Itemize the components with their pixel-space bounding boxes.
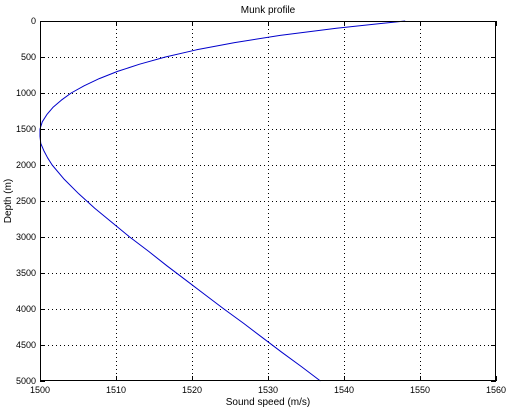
x-axis-label: Sound speed (m/s): [226, 397, 311, 408]
y-tick-label: 500: [21, 52, 36, 62]
chart-title: Munk profile: [241, 5, 296, 16]
x-tick-label: 1500: [30, 385, 50, 395]
y-axis-label: Depth (m): [3, 179, 14, 223]
tick-marks: [40, 21, 497, 382]
y-tick-label: 2500: [16, 196, 36, 206]
x-tick-label: 1530: [258, 385, 278, 395]
y-tick-label: 1500: [16, 124, 36, 134]
y-tick-label: 0: [31, 16, 36, 26]
x-tick-label: 1550: [410, 385, 430, 395]
x-tick-label: 1560: [486, 385, 506, 395]
x-tick-label: 1540: [334, 385, 354, 395]
x-tick-label: 1510: [106, 385, 126, 395]
y-tick-label: 5000: [16, 376, 36, 386]
sound-speed-curve: [39, 20, 406, 382]
y-tick-label: 2000: [16, 160, 36, 170]
series-layer: [39, 20, 406, 382]
y-tick-label: 4000: [16, 304, 36, 314]
y-tick-label: 3500: [16, 268, 36, 278]
grid-lines: [40, 21, 496, 381]
y-tick-label: 4500: [16, 340, 36, 350]
y-tick-label: 3000: [16, 232, 36, 242]
x-tick-label: 1520: [182, 385, 202, 395]
y-tick-label: 1000: [16, 88, 36, 98]
tick-labels: 1500 1510 1520 1530 1540 1550 1560 0 500 1000 1500…: [16, 16, 506, 395]
